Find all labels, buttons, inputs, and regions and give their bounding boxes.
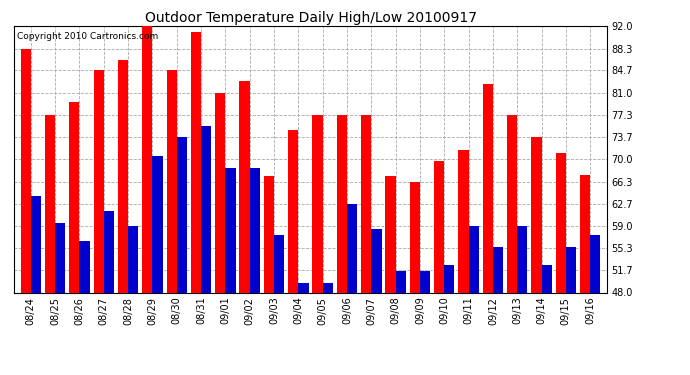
Bar [239,81,250,375]
Bar [142,26,152,375]
Bar [590,235,600,375]
Bar [555,153,566,375]
Bar [469,226,479,375]
Bar [69,102,79,375]
Bar [94,70,104,375]
Bar [226,168,235,375]
Bar [518,226,527,375]
Bar [361,115,371,375]
Bar [444,265,455,375]
Bar [531,137,542,375]
Bar [45,115,55,375]
Bar [166,70,177,375]
Bar [128,226,138,375]
Bar [371,229,382,375]
Bar [201,126,211,375]
Bar [542,265,552,375]
Bar [420,272,430,375]
Text: Copyright 2010 Cartronics.com: Copyright 2010 Cartronics.com [17,32,158,40]
Bar [118,60,128,375]
Bar [483,84,493,375]
Bar [458,150,469,375]
Bar [580,174,590,375]
Bar [215,93,226,375]
Bar [434,160,444,375]
Bar [55,223,66,375]
Bar [410,182,420,375]
Bar [250,168,260,375]
Bar [104,211,114,375]
Bar [337,115,347,375]
Bar [313,115,323,375]
Bar [274,235,284,375]
Bar [566,247,576,375]
Bar [288,130,298,375]
Bar [493,247,503,375]
Bar [347,204,357,375]
Bar [507,115,518,375]
Title: Outdoor Temperature Daily High/Low 20100917: Outdoor Temperature Daily High/Low 20100… [144,11,477,25]
Bar [395,272,406,375]
Bar [298,284,308,375]
Bar [21,49,31,375]
Bar [323,284,333,375]
Bar [386,176,395,375]
Bar [152,156,163,375]
Bar [31,196,41,375]
Bar [79,241,90,375]
Bar [264,176,274,375]
Bar [191,32,201,375]
Bar [177,137,187,375]
